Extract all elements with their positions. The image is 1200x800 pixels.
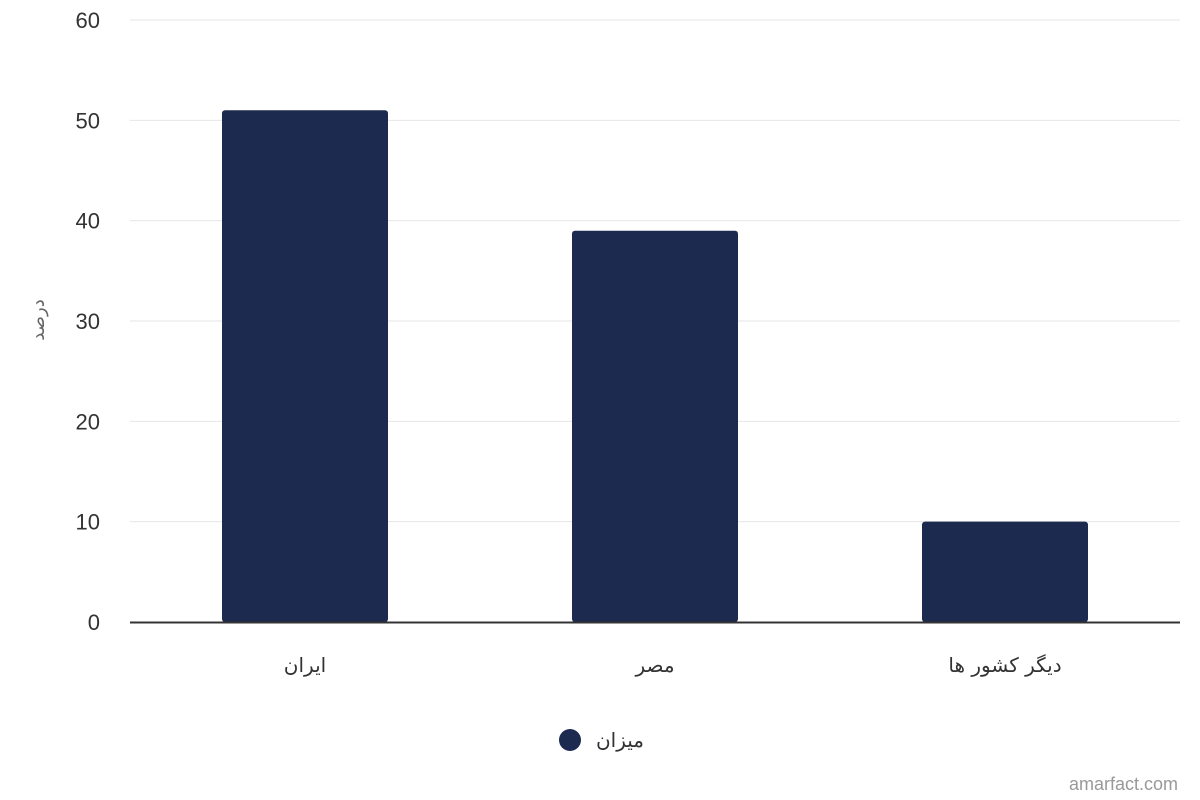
y-tick-label: 40 (76, 209, 100, 234)
y-tick-label: 60 (76, 8, 100, 33)
y-axis-ticks: 0 10 20 30 40 50 60 (76, 8, 100, 635)
x-tick-label: مصر (634, 653, 674, 677)
y-tick-label: 10 (76, 510, 100, 535)
y-tick-label: 0 (88, 610, 100, 635)
y-tick-label: 20 (76, 409, 100, 434)
bar-2[interactable] (572, 230, 738, 622)
x-tick-label: ایران (284, 653, 326, 677)
y-axis-title: درصد (28, 299, 49, 340)
x-axis-labels: ایران مصر دیگر کشور ها (284, 653, 1062, 677)
bar-3[interactable] (922, 521, 1088, 622)
legend-marker (559, 729, 581, 751)
y-tick-label: 50 (76, 108, 100, 133)
x-tick-label: دیگر کشور ها (948, 653, 1061, 677)
bar-1[interactable] (222, 110, 388, 623)
y-tick-label: 30 (76, 309, 100, 334)
legend-label: میزان (596, 728, 644, 752)
legend[interactable]: میزان (559, 728, 644, 752)
bars (222, 110, 1088, 623)
credit-link[interactable]: amarfact.com (1069, 774, 1178, 794)
